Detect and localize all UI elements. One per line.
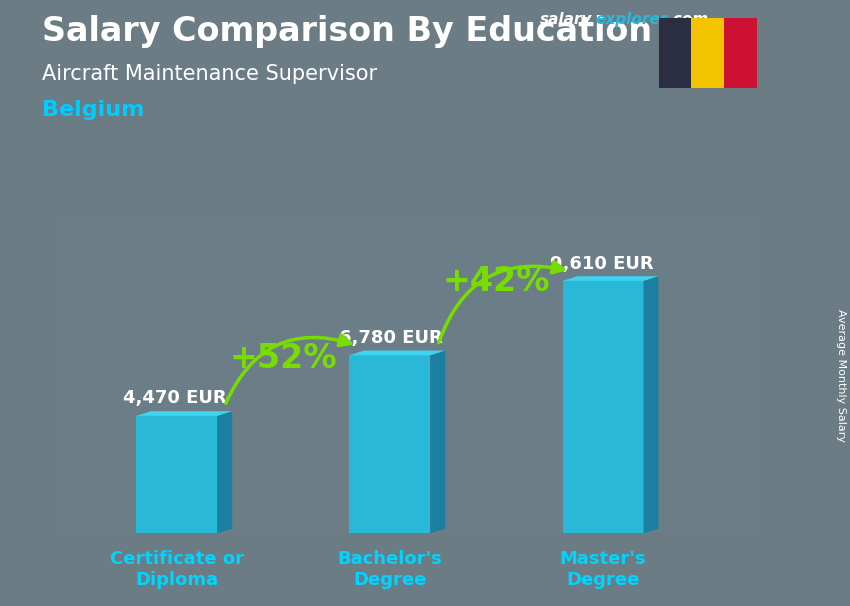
Text: +42%: +42% bbox=[443, 265, 550, 298]
Text: .com: .com bbox=[667, 12, 708, 27]
Polygon shape bbox=[218, 411, 232, 533]
Bar bbox=[724, 18, 756, 88]
Bar bbox=[349, 355, 430, 533]
Bar bbox=[563, 281, 643, 533]
Text: Belgium: Belgium bbox=[42, 100, 144, 120]
Text: Average Monthly Salary: Average Monthly Salary bbox=[836, 309, 846, 442]
Bar bbox=[691, 18, 724, 88]
Polygon shape bbox=[563, 276, 659, 281]
Text: Aircraft Maintenance Supervisor: Aircraft Maintenance Supervisor bbox=[42, 64, 377, 84]
Text: 9,610 EUR: 9,610 EUR bbox=[550, 255, 654, 273]
Polygon shape bbox=[136, 411, 232, 416]
Text: 6,780 EUR: 6,780 EUR bbox=[339, 329, 443, 347]
Bar bbox=[659, 18, 691, 88]
Text: explorer: explorer bbox=[595, 12, 667, 27]
Polygon shape bbox=[643, 276, 659, 533]
Polygon shape bbox=[430, 350, 445, 533]
Text: Salary Comparison By Education: Salary Comparison By Education bbox=[42, 15, 653, 48]
Text: salary: salary bbox=[540, 12, 592, 27]
Text: 4,470 EUR: 4,470 EUR bbox=[123, 390, 227, 407]
Bar bbox=[136, 416, 218, 533]
Text: +52%: +52% bbox=[230, 342, 337, 375]
Polygon shape bbox=[349, 350, 445, 355]
